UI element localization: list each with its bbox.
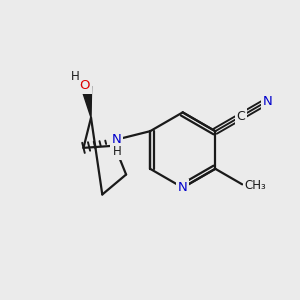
Text: H: H — [70, 70, 79, 83]
Text: N: N — [178, 181, 188, 194]
Text: CH₃: CH₃ — [245, 179, 267, 193]
Text: H: H — [113, 146, 122, 158]
Text: C: C — [236, 110, 245, 123]
Text: N: N — [262, 95, 272, 108]
Text: N: N — [112, 133, 122, 146]
Polygon shape — [81, 86, 92, 118]
Text: O: O — [80, 79, 90, 92]
